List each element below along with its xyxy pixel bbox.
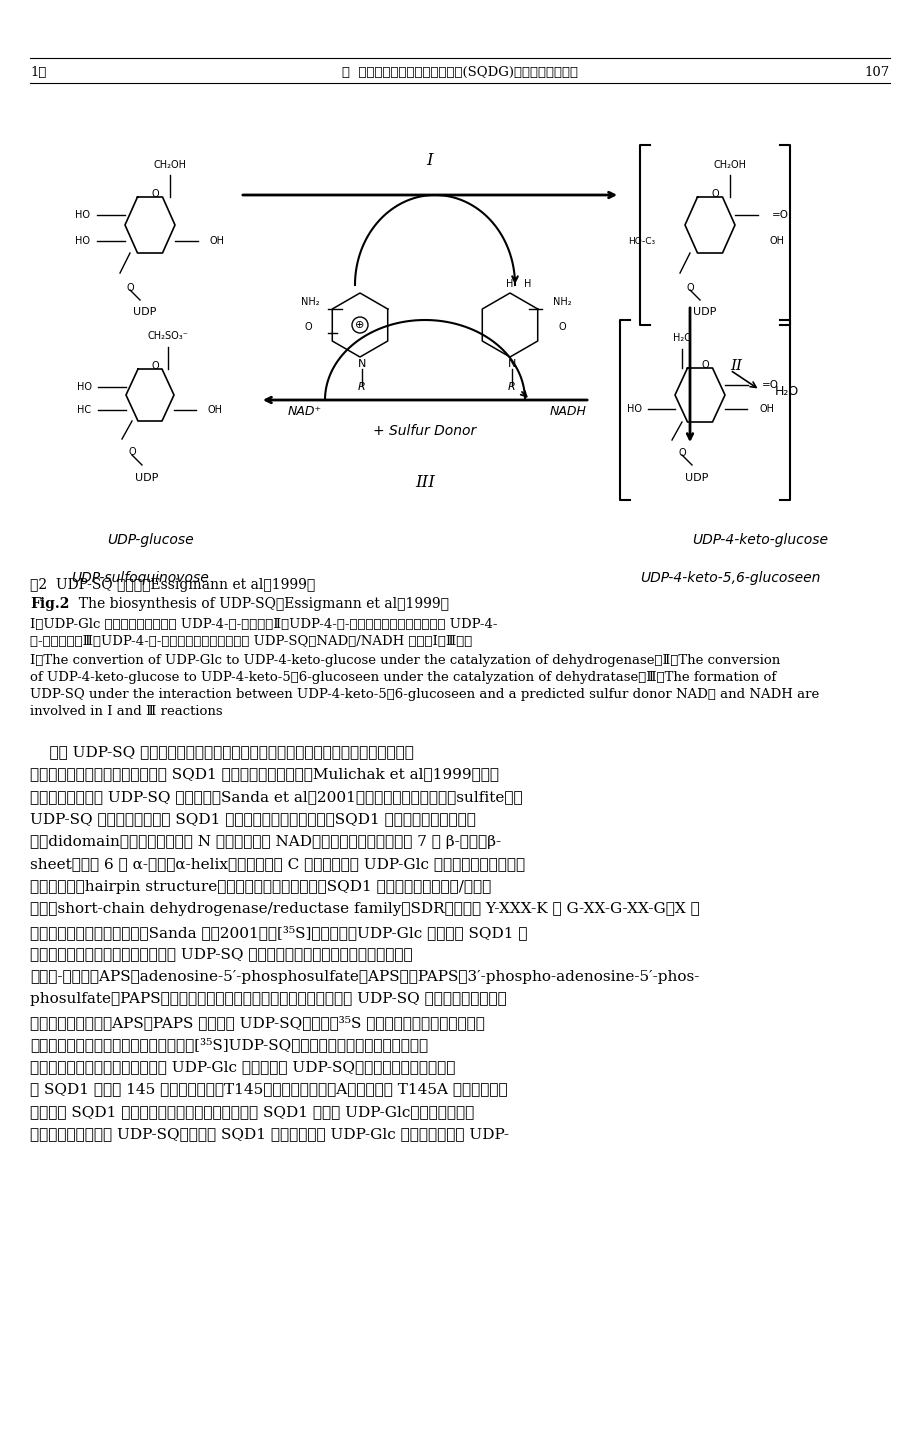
Text: O: O: [126, 284, 133, 292]
Text: UDP: UDP: [135, 473, 158, 483]
Text: Ⅰ．UDP-Glc 在脱氢酶催化下生成 UDP-4-酮-葡萄糖；Ⅱ．UDP-4-酮-葡萄糖在脱水酶催化下生成 UDP-4-: Ⅰ．UDP-Glc 在脱氢酶催化下生成 UDP-4-酮-葡萄糖；Ⅱ．UDP-4-…: [30, 618, 497, 631]
Text: HO: HO: [74, 210, 89, 220]
Text: 杨  文等：硫代异鼠李糖甘油二酯(SQDG)的生物合成与功能: 杨 文等：硫代异鼠李糖甘油二酯(SQDG)的生物合成与功能: [342, 65, 577, 78]
Text: OH: OH: [208, 405, 222, 415]
Text: =O: =O: [771, 210, 789, 220]
Text: 图2  UDP-SQ 的合成（Essigmann et al，1999）: 图2 UDP-SQ 的合成（Essigmann et al，1999）: [30, 577, 315, 592]
Text: O: O: [151, 360, 159, 370]
Text: + Sulfur Donor: + Sulfur Donor: [373, 424, 476, 438]
Text: 白存在的反应体系中，分析鉴定出了 UDP-SQ 的存在。他们还用此体系研究了是否含硫: 白存在的反应体系中，分析鉴定出了 UDP-SQ 的存在。他们还用此体系研究了是否…: [30, 948, 413, 961]
Text: O: O: [700, 360, 708, 370]
Text: O: O: [151, 190, 159, 200]
Text: 磺基谷胱甘肽存在的反应体系中，检测到[³⁵S]UDP-SQ，但他们认为这些化合物首先通过: 磺基谷胱甘肽存在的反应体系中，检测到[³⁵S]UDP-SQ，但他们认为这些化合物…: [30, 1037, 427, 1052]
Text: O: O: [710, 190, 718, 200]
Text: =O: =O: [761, 381, 778, 391]
Text: HO: HO: [74, 236, 89, 246]
Text: O: O: [558, 323, 565, 331]
Text: O: O: [677, 449, 685, 459]
Text: 家族（short-chain dehydrogenase/reductase family，SDR），含有 Y-XXX-K 和 G-XX-G-XX-G（X 代: 家族（short-chain dehydrogenase/reductase f…: [30, 903, 699, 916]
Text: UDP-SQ under the interaction between UDP-4-keto-5，6-glucoseen and a predicted su: UDP-SQ under the interaction between UDP…: [30, 687, 818, 700]
Text: HO: HO: [76, 382, 91, 392]
Text: HC: HC: [77, 405, 91, 415]
Text: R: R: [507, 382, 516, 392]
Text: H₂C: H₂C: [673, 333, 690, 343]
Text: 的发夹结构（hairpin structure）。氨基酸序列分析表明，SQD1 蛋白属于短链脱氢酶/还原酶: 的发夹结构（hairpin structure）。氨基酸序列分析表明，SQD1 …: [30, 880, 491, 894]
Text: NH₂: NH₂: [552, 297, 571, 307]
Text: Fig.2: Fig.2: [30, 598, 69, 611]
Text: R: R: [357, 382, 366, 392]
Text: UDP: UDP: [685, 473, 708, 483]
Text: UDP-glucose: UDP-glucose: [107, 532, 193, 547]
Text: UDP: UDP: [133, 307, 156, 317]
Text: I: I: [426, 152, 433, 169]
Text: NADH: NADH: [549, 405, 585, 418]
Text: of UDP-4-keto-glucose to UDP-4-keto-5，6-glucoseen under the catalyzation of dehy: of UDP-4-keto-glucose to UDP-4-keto-5，6-…: [30, 671, 776, 684]
Text: 表任何氨基酸）的结构模式。Sanda 等（2001）在[³⁵S]亚硫酸盐，UDP-Glc 和纯化的 SQD1 蛋: 表任何氨基酸）的结构模式。Sanda 等（2001）在[³⁵S]亚硫酸盐，UDP…: [30, 925, 527, 941]
Text: 时，只生成极微量的 UDP-SQ。这说明 SQD1 蛋白确实能把 UDP-Glc 和亚硫酸盐合成 UDP-: 时，只生成极微量的 UDP-SQ。这说明 SQD1 蛋白确实能把 UDP-Glc…: [30, 1127, 508, 1142]
Text: 酮-葡萄糖烯；Ⅲ．UDP-4-酮-葡萄糖烯接受硫供体生成 UDP-SQ。NAD＋/NADH 参与了Ⅰ和Ⅲ反应: 酮-葡萄糖烯；Ⅲ．UDP-4-酮-葡萄糖烯接受硫供体生成 UDP-SQ。NAD＋…: [30, 635, 471, 648]
Text: CH₂OH: CH₂OH: [153, 161, 187, 169]
Text: UDP-sulfoquinovose: UDP-sulfoquinovose: [71, 572, 209, 585]
Text: UDP-4-keto-5,6-glucoseen: UDP-4-keto-5,6-glucoseen: [639, 572, 820, 585]
Text: The biosynthesis of UDP-SQ（Essigmann et al，1999）: The biosynthesis of UDP-SQ（Essigmann et …: [70, 598, 448, 611]
Text: NAD⁺: NAD⁺: [288, 405, 322, 418]
Text: 1期: 1期: [30, 65, 46, 78]
Text: UDP: UDP: [693, 307, 716, 317]
Text: II: II: [729, 359, 742, 373]
Text: 题。直到最近，人们阐明了拟南芥 SQD1 蛋白的三维晶体结构（Mulichak et al，1999）以及: 题。直到最近，人们阐明了拟南芥 SQD1 蛋白的三维晶体结构（Mulichak …: [30, 767, 498, 781]
Text: HO-C₃: HO-C₃: [628, 236, 655, 246]
Text: H: H: [524, 279, 531, 289]
Text: 把 SQD1 蛋白的 145 位上的苏氨酸（T145）突变为丙氨酸（A），得到了 T145A 突变体，发现: 把 SQD1 蛋白的 145 位上的苏氨酸（T145）突变为丙氨酸（A），得到了…: [30, 1082, 507, 1097]
Text: N: N: [507, 359, 516, 369]
Text: UDP-4-keto-glucose: UDP-4-keto-glucose: [691, 532, 827, 547]
Text: H: H: [505, 279, 513, 289]
Text: 突变体的 SQD1 蛋白活性剧烈下降，当把突变体的 SQD1 蛋白与 UDP-Glc，亚硫酸盐孵育: 突变体的 SQD1 蛋白活性剧烈下降，当把突变体的 SQD1 蛋白与 UDP-G…: [30, 1106, 473, 1119]
Text: CH₂SO₃⁻: CH₂SO₃⁻: [147, 331, 188, 341]
Text: OH: OH: [759, 404, 774, 414]
Text: 构建了拟南芥体外 UDP-SQ 合成体系（Sanda et al，2001），才确定了亚硫酸盐（sulfite）是: 构建了拟南芥体外 UDP-SQ 合成体系（Sanda et al，2001），才…: [30, 790, 522, 805]
Text: NH₂: NH₂: [301, 297, 319, 307]
Text: 结果表明，硫酸盐、APS、PAPS 不能形成 UDP-SQ。尽管在³⁵S 标记的硫代硫酸盐、硫化物、: 结果表明，硫酸盐、APS、PAPS 不能形成 UDP-SQ。尽管在³⁵S 标记的…: [30, 1014, 484, 1030]
Text: 107: 107: [864, 65, 889, 78]
Text: phosulfate，PAPS）、硫代硫酸盐、硫化物、磺基谷胱甘肽能作为 UDP-SQ 合成的磺酸基供体。: phosulfate，PAPS）、硫代硫酸盐、硫化物、磺基谷胱甘肽能作为 UDP…: [30, 993, 506, 1007]
Text: III: III: [414, 475, 435, 491]
Text: involved in Ⅰ and Ⅲ reactions: involved in Ⅰ and Ⅲ reactions: [30, 705, 222, 718]
Text: ⊕: ⊕: [355, 320, 364, 330]
Text: O: O: [128, 447, 136, 457]
Circle shape: [352, 317, 368, 333]
Text: 代谢形成亚硫酸盐，亚硫酸盐再与 UDP-Glc 作用生成了 UDP-SQ。当利用点突变的方法，: 代谢形成亚硫酸盐，亚硫酸盐再与 UDP-Glc 作用生成了 UDP-SQ。当利用…: [30, 1061, 455, 1074]
Text: sheet）并由 6 个 α-螺旋（α-helix）连接；小的 C 端结构域负责 UDP-Glc 的结合，含有一个突出: sheet）并由 6 个 α-螺旋（α-helix）连接；小的 C 端结构域负责…: [30, 858, 525, 871]
Text: N: N: [357, 359, 366, 369]
Text: O: O: [686, 284, 693, 292]
Text: HO: HO: [626, 404, 641, 414]
Text: UDP-SQ 的磺酸基供体。对 SQD1 蛋白的晶体结构研究表明，SQD1 蛋白是一种具有双结构: UDP-SQ 的磺酸基供体。对 SQD1 蛋白的晶体结构研究表明，SQD1 蛋白…: [30, 813, 475, 826]
Text: CH₂OH: CH₂OH: [713, 161, 745, 169]
Text: 域（didomain）的酶蛋白，大的 N 端结构域负责 NAD＋的结合，二级结构含有 7 个 β-折叠（β-: 域（didomain）的酶蛋白，大的 N 端结构域负责 NAD＋的结合，二级结构…: [30, 835, 501, 849]
Text: Ⅰ．The convertion of UDP-Glc to UDP-4-keto-glucose under the catalyzation of dehy: Ⅰ．The convertion of UDP-Glc to UDP-4-ket…: [30, 654, 779, 667]
Text: OH: OH: [210, 236, 225, 246]
Text: 确定 UDP-SQ 中磺酸基供体一直是硫脂合成中一个重要的但又迟迟得不到解决的问: 确定 UDP-SQ 中磺酸基供体一直是硫脂合成中一个重要的但又迟迟得不到解决的问: [30, 745, 414, 760]
Text: O: O: [304, 323, 312, 331]
Text: 化合物-硫酸盐、APS（adenosine-5′-phosphosulfate，APS）、PAPS（3′-phospho-adenosine-5′-phos-: 化合物-硫酸盐、APS（adenosine-5′-phosphosulfate，…: [30, 969, 698, 984]
Text: OH: OH: [769, 236, 784, 246]
Text: H₂O: H₂O: [774, 385, 799, 398]
